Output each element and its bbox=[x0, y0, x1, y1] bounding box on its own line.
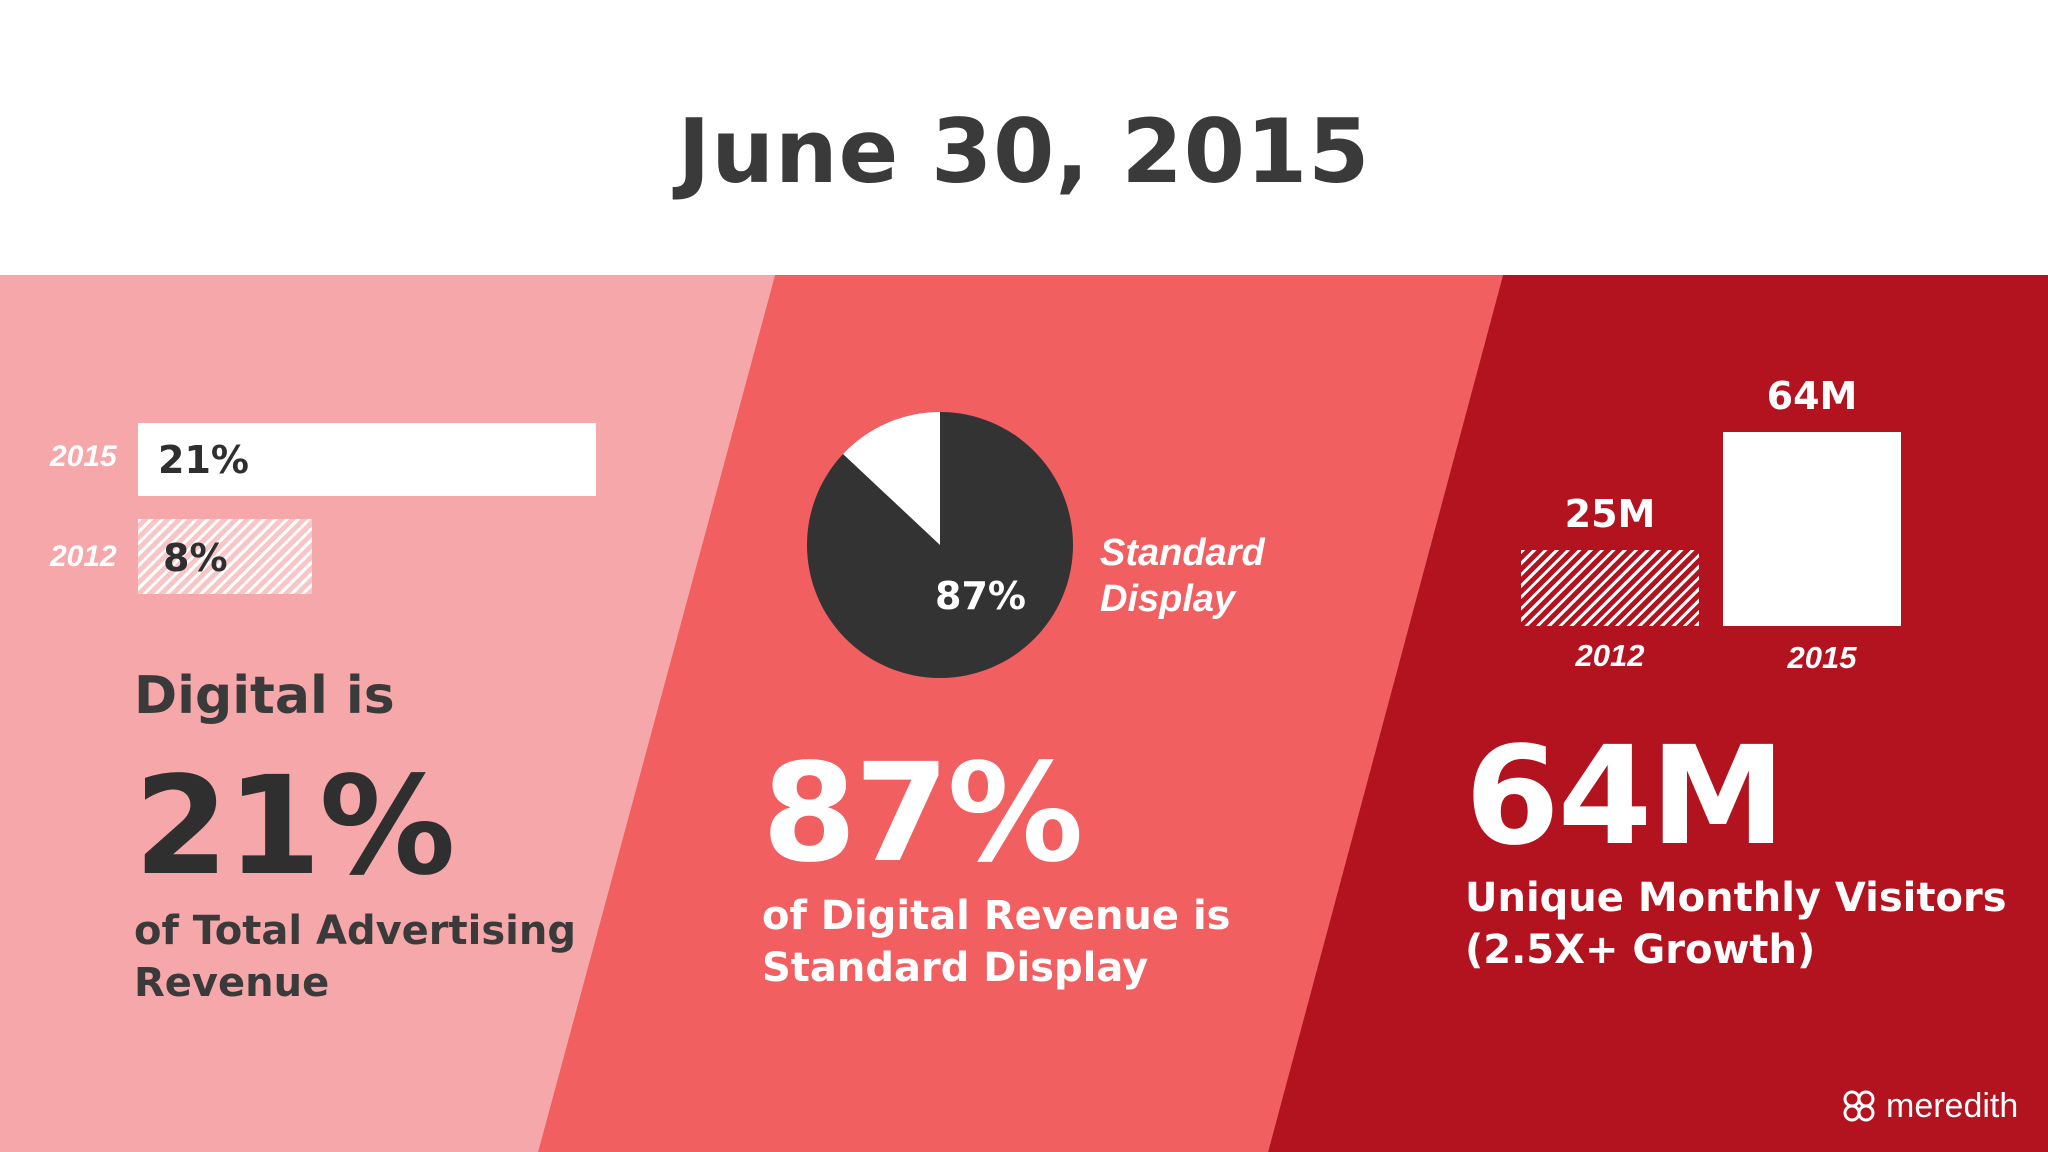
description-line: Revenue bbox=[134, 960, 330, 1006]
bar-value-label: 64M bbox=[1766, 374, 1858, 418]
page-title: June 30, 2015 bbox=[677, 100, 1371, 203]
bar-2015 bbox=[138, 423, 596, 496]
legend-line: Display bbox=[1100, 578, 1236, 620]
digital-share-description: of Total Advertising Revenue bbox=[134, 905, 576, 1009]
bar-category-label: 2015 bbox=[50, 440, 117, 473]
description-line: of Digital Revenue is bbox=[762, 893, 1231, 939]
description-line: Standard Display bbox=[762, 945, 1149, 991]
standard-display-description: of Digital Revenue is Standard Display bbox=[762, 890, 1230, 994]
visitors-description: Unique Monthly Visitors (2.5X+ Growth) bbox=[1465, 872, 2007, 976]
digital-share-stat: 21% bbox=[134, 748, 456, 906]
meredith-logo: meredith bbox=[1838, 1085, 2018, 1127]
description-line: of Total Advertising bbox=[134, 908, 576, 954]
digital-intro: Digital is bbox=[134, 666, 395, 726]
bar-category-label: 2012 bbox=[1575, 638, 1645, 673]
meredith-logo-icon bbox=[1843, 1090, 1875, 1122]
legend-line: Standard bbox=[1100, 532, 1265, 574]
bar-2015 bbox=[1723, 432, 1901, 626]
description-line: (2.5X+ Growth) bbox=[1465, 927, 1816, 973]
logo-text: meredith bbox=[1886, 1086, 2019, 1125]
pie-slice-other bbox=[843, 412, 940, 545]
bar-value-label: 25M bbox=[1564, 492, 1656, 536]
bar-category-label: 2015 bbox=[1787, 640, 1857, 675]
pie-legend-label: Standard Display bbox=[1100, 530, 1265, 622]
visitors-stat: 64M bbox=[1465, 718, 1786, 876]
pie-value-label: 87% bbox=[935, 574, 1026, 618]
bar-2012 bbox=[1521, 550, 1699, 626]
bar-value-label: 21% bbox=[158, 438, 249, 482]
panel-middle-bg bbox=[538, 275, 1503, 1152]
bar-value-label: 8% bbox=[163, 536, 228, 580]
pie-chart bbox=[807, 412, 1073, 678]
description-line: Unique Monthly Visitors bbox=[1465, 875, 2007, 921]
bar-2012 bbox=[138, 519, 312, 594]
bar-category-label: 2012 bbox=[50, 540, 117, 573]
standard-display-stat: 87% bbox=[762, 735, 1084, 893]
